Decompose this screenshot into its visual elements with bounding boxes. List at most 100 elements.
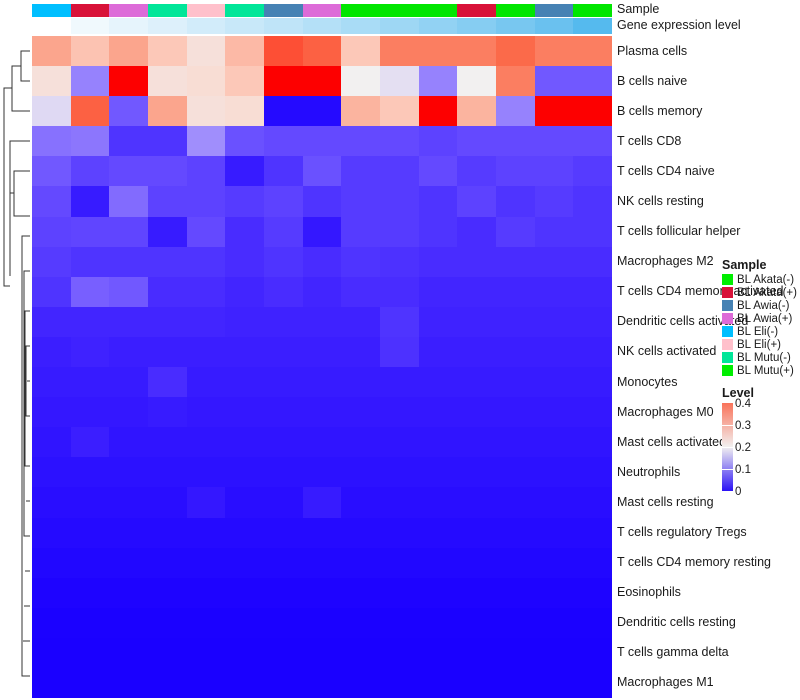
heatmap-cell[interactable] bbox=[148, 216, 187, 247]
heatmap-cell[interactable] bbox=[186, 457, 226, 488]
heatmap-cell[interactable] bbox=[70, 336, 110, 368]
heatmap-cell[interactable] bbox=[573, 577, 613, 608]
heatmap-cell[interactable] bbox=[148, 336, 187, 368]
heatmap-cell[interactable] bbox=[418, 306, 458, 337]
heatmap-cell[interactable] bbox=[534, 336, 574, 368]
heatmap-cell[interactable] bbox=[186, 367, 226, 398]
heatmap-cell[interactable] bbox=[148, 36, 187, 67]
heatmap-cell[interactable] bbox=[418, 667, 458, 699]
heatmap-cell[interactable] bbox=[457, 36, 497, 67]
heatmap-cell[interactable] bbox=[32, 126, 71, 157]
heatmap-cell[interactable] bbox=[341, 336, 381, 368]
heatmap-cell[interactable] bbox=[573, 276, 613, 307]
heatmap-cell[interactable] bbox=[341, 667, 381, 699]
heatmap-cell[interactable] bbox=[380, 427, 419, 458]
heatmap-cell[interactable] bbox=[341, 607, 381, 638]
heatmap-cell[interactable] bbox=[186, 427, 226, 458]
heatmap-cell[interactable] bbox=[109, 36, 149, 67]
heatmap-cell[interactable] bbox=[457, 457, 497, 488]
heatmap-cell[interactable] bbox=[457, 186, 497, 217]
heatmap-cell[interactable] bbox=[109, 66, 149, 97]
heatmap-cell[interactable] bbox=[32, 306, 71, 337]
heatmap-cell[interactable] bbox=[573, 547, 613, 578]
heatmap-cell[interactable] bbox=[264, 156, 303, 187]
heatmap-cell[interactable] bbox=[457, 216, 497, 247]
heatmap-cell[interactable] bbox=[186, 517, 226, 548]
heatmap-cell[interactable] bbox=[457, 367, 497, 398]
heatmap-cell[interactable] bbox=[32, 667, 71, 699]
heatmap-cell[interactable] bbox=[534, 457, 574, 488]
heatmap-cell[interactable] bbox=[148, 517, 187, 548]
heatmap-cell[interactable] bbox=[302, 667, 342, 699]
heatmap-cell[interactable] bbox=[109, 246, 149, 277]
heatmap-cell[interactable] bbox=[302, 607, 342, 638]
heatmap-cell[interactable] bbox=[225, 216, 265, 247]
heatmap-cell[interactable] bbox=[225, 336, 265, 368]
heatmap-cell[interactable] bbox=[380, 276, 419, 307]
heatmap-cell[interactable] bbox=[534, 547, 574, 578]
heatmap-cell[interactable] bbox=[418, 336, 458, 368]
heatmap-cell[interactable] bbox=[32, 336, 71, 368]
heatmap-cell[interactable] bbox=[573, 66, 613, 97]
heatmap-cell[interactable] bbox=[70, 577, 110, 608]
heatmap-cell[interactable] bbox=[264, 397, 303, 428]
heatmap-cell[interactable] bbox=[32, 637, 71, 668]
heatmap-cell[interactable] bbox=[148, 306, 187, 337]
legend-item[interactable]: BL Mutu(+) bbox=[722, 364, 800, 377]
heatmap-cell[interactable] bbox=[32, 397, 71, 428]
heatmap-cell[interactable] bbox=[457, 397, 497, 428]
heatmap-cell[interactable] bbox=[225, 156, 265, 187]
heatmap-cell[interactable] bbox=[457, 156, 497, 187]
heatmap-cell[interactable] bbox=[32, 367, 71, 398]
heatmap-cell[interactable] bbox=[534, 397, 574, 428]
heatmap-cell[interactable] bbox=[496, 607, 535, 638]
heatmap-cell[interactable] bbox=[302, 336, 342, 368]
heatmap-cell[interactable] bbox=[573, 216, 613, 247]
heatmap-cell[interactable] bbox=[457, 517, 497, 548]
heatmap-cell[interactable] bbox=[302, 126, 342, 157]
heatmap-cell[interactable] bbox=[148, 276, 187, 307]
heatmap-cell[interactable] bbox=[534, 306, 574, 337]
heatmap-cell[interactable] bbox=[302, 246, 342, 277]
legend-item[interactable]: BL Eli(-) bbox=[722, 325, 800, 338]
heatmap-cell[interactable] bbox=[302, 427, 342, 458]
heatmap-cell[interactable] bbox=[418, 246, 458, 277]
heatmap-cell[interactable] bbox=[109, 577, 149, 608]
heatmap-cell[interactable] bbox=[380, 336, 419, 368]
heatmap-cell[interactable] bbox=[70, 367, 110, 398]
heatmap-cell[interactable] bbox=[302, 397, 342, 428]
heatmap-cell[interactable] bbox=[148, 186, 187, 217]
heatmap-cell[interactable] bbox=[225, 246, 265, 277]
heatmap-cell[interactable] bbox=[186, 96, 226, 127]
heatmap-cell[interactable] bbox=[302, 487, 342, 518]
heatmap-cell[interactable] bbox=[148, 667, 187, 699]
heatmap-cell[interactable] bbox=[496, 66, 535, 97]
heatmap-cell[interactable] bbox=[418, 457, 458, 488]
heatmap-cell[interactable] bbox=[264, 96, 303, 127]
heatmap-cell[interactable] bbox=[32, 276, 71, 307]
heatmap-cell[interactable] bbox=[418, 156, 458, 187]
heatmap-cell[interactable] bbox=[186, 397, 226, 428]
heatmap-cell[interactable] bbox=[186, 36, 226, 67]
heatmap-cell[interactable] bbox=[418, 487, 458, 518]
heatmap-cell[interactable] bbox=[341, 156, 381, 187]
heatmap-cell[interactable] bbox=[32, 246, 71, 277]
heatmap-cell[interactable] bbox=[341, 397, 381, 428]
heatmap-cell[interactable] bbox=[225, 607, 265, 638]
heatmap-cell[interactable] bbox=[573, 607, 613, 638]
heatmap-cell[interactable] bbox=[573, 186, 613, 217]
heatmap-cell[interactable] bbox=[418, 427, 458, 458]
legend-item[interactable]: BL Akata(+) bbox=[722, 286, 800, 299]
heatmap-cell[interactable] bbox=[264, 457, 303, 488]
heatmap-cell[interactable] bbox=[380, 457, 419, 488]
heatmap-cell[interactable] bbox=[457, 547, 497, 578]
heatmap-cell[interactable] bbox=[186, 186, 226, 217]
heatmap-cell[interactable] bbox=[225, 667, 265, 699]
heatmap-cell[interactable] bbox=[109, 186, 149, 217]
heatmap-cell[interactable] bbox=[148, 577, 187, 608]
heatmap-cell[interactable] bbox=[186, 126, 226, 157]
heatmap-cell[interactable] bbox=[70, 186, 110, 217]
heatmap-cell[interactable] bbox=[380, 96, 419, 127]
heatmap-cell[interactable] bbox=[70, 276, 110, 307]
heatmap-cell[interactable] bbox=[496, 186, 535, 217]
